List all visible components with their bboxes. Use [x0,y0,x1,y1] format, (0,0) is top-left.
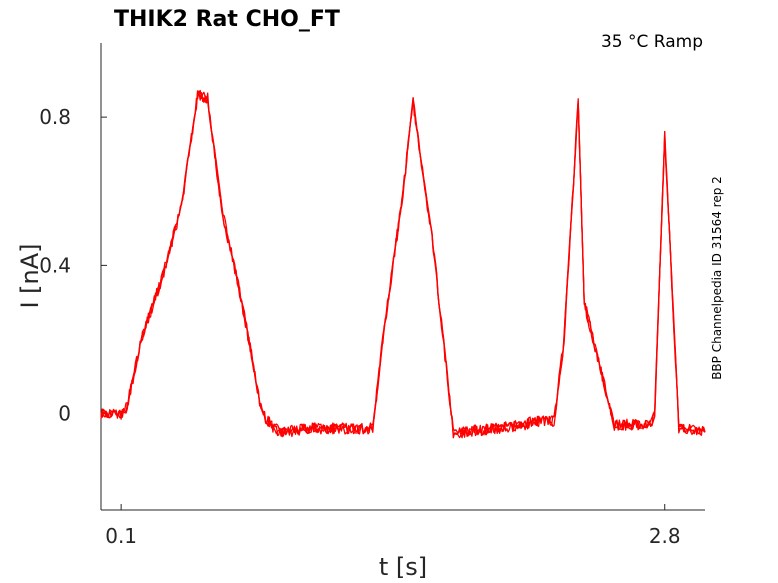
x-axis-label: t [s] [379,553,427,581]
temperature-protocol-annotation: 35 °C Ramp [601,32,703,52]
current-trace-line [100,90,706,437]
x-tick-label: 2.8 [649,524,681,548]
y-ticks: 0.8 0.4 0 [39,105,107,426]
y-tick-label: 0.4 [39,253,71,277]
current-trace-line [100,89,706,439]
chart-title: THIK2 Rat CHO_FT [114,7,340,32]
x-ticks: 0.1 2.8 [105,504,681,548]
x-tick-label: 0.1 [105,524,137,548]
y-tick-label: 0.8 [39,105,71,129]
channelpedia-id-label: BBP Channelpedia ID 31564 rep 2 [710,176,724,380]
current-trace-line [100,92,706,439]
y-tick-label: 0 [58,402,71,426]
plot-area [100,89,706,439]
y-axis-label: I [nA] [16,243,44,308]
